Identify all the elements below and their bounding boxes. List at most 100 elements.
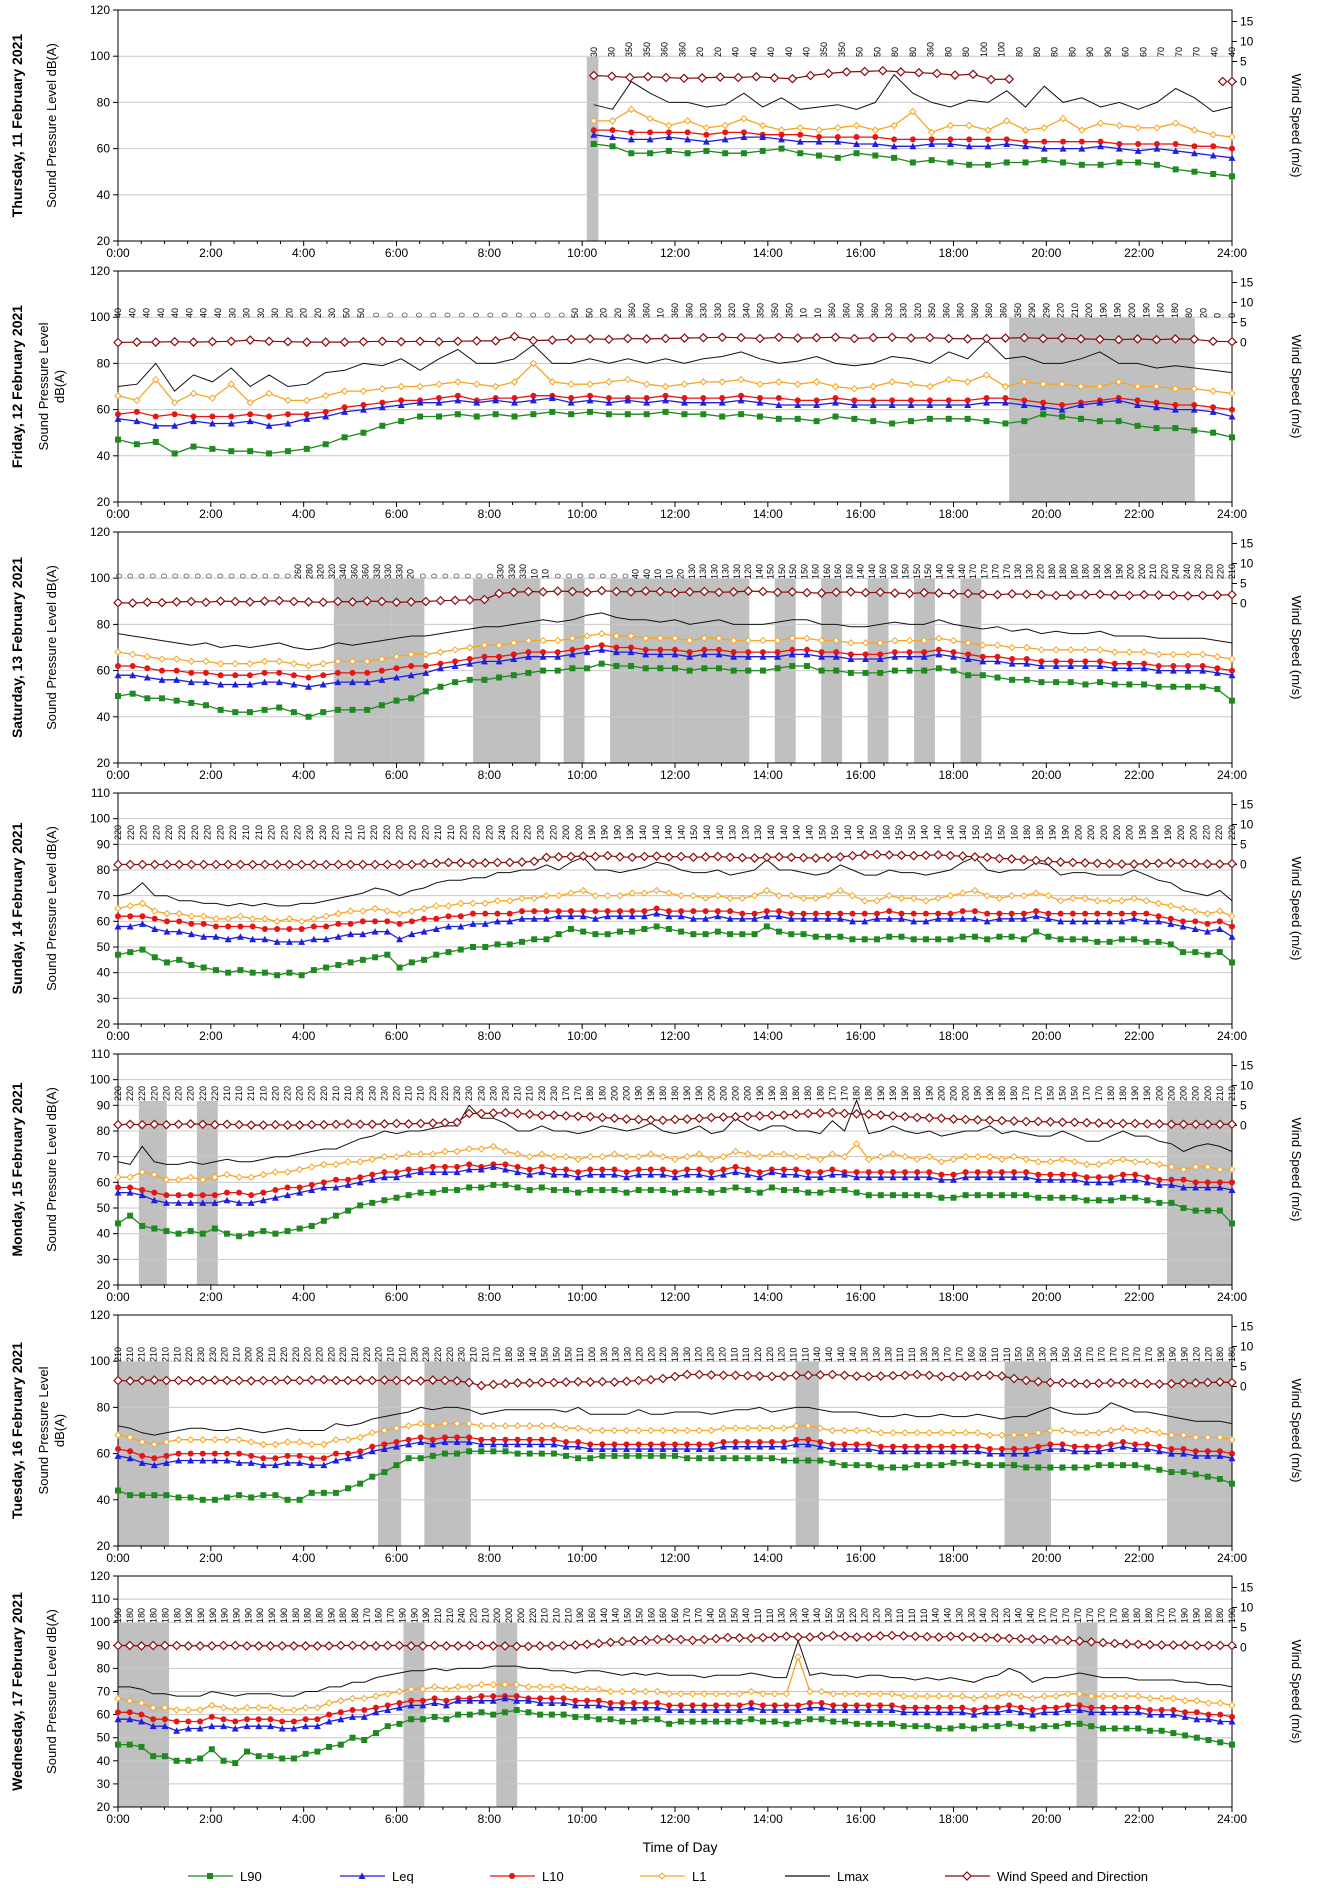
- leq-point: [1140, 664, 1148, 672]
- wind-direction-label: 220: [382, 825, 392, 840]
- l1-point: [695, 1426, 703, 1435]
- y-tick-label: 80: [97, 1124, 111, 1138]
- l10-point: [1131, 910, 1138, 917]
- l90-point: [454, 1450, 461, 1457]
- wind-direction-label: 280: [304, 564, 314, 579]
- leq-point: [454, 396, 462, 404]
- wind-direction-label: 180: [160, 1608, 170, 1623]
- wind-direction-label: 130: [883, 1608, 893, 1623]
- wind-point: [1202, 1377, 1213, 1388]
- wind-direction-label: 330: [496, 564, 506, 579]
- l90-point: [832, 413, 839, 420]
- leq-point: [550, 1171, 558, 1178]
- wind-direction-label: 130: [721, 564, 731, 579]
- l10-point: [740, 129, 747, 136]
- l90-point: [587, 1187, 594, 1194]
- leq-point: [296, 1189, 304, 1196]
- leq-point: [683, 1171, 691, 1178]
- leq-point: [284, 419, 292, 427]
- l1-point: [265, 389, 273, 398]
- l10-point: [1205, 1711, 1212, 1718]
- y-tick-label: 60: [97, 1175, 111, 1189]
- l10-point: [922, 910, 929, 917]
- l10-point: [506, 910, 513, 917]
- wind-tick-label: 10: [1240, 1601, 1254, 1615]
- l1-point: [275, 657, 283, 666]
- l10-point: [701, 646, 708, 653]
- wind-direction-label: 150: [1014, 1347, 1024, 1362]
- wind-point: [1109, 590, 1120, 600]
- l1-point: [1020, 378, 1029, 386]
- x-tick-label: 6:00: [385, 507, 409, 521]
- leq-point: [1228, 154, 1236, 161]
- wind-direction-label: 230: [476, 1086, 486, 1101]
- leq-point: [695, 1171, 703, 1178]
- l10-point: [732, 1439, 739, 1446]
- l1-point: [982, 1692, 990, 1700]
- l90-point: [611, 1187, 618, 1194]
- l90-point: [1123, 1725, 1130, 1732]
- l1-point: [993, 641, 1002, 649]
- l90-point: [129, 690, 136, 697]
- l1-point: [1115, 121, 1124, 130]
- leq-point: [1057, 917, 1065, 925]
- wind-direction-label: 220: [303, 1347, 313, 1362]
- wind-point: [682, 1114, 692, 1124]
- wind-direction-label: 140: [957, 564, 967, 579]
- l1-point: [624, 375, 632, 384]
- wind-direction-label: 90: [1103, 47, 1113, 57]
- wind-direction-label: 160: [646, 1608, 656, 1623]
- l90-point: [555, 931, 562, 938]
- l90-point: [525, 1709, 532, 1716]
- l90-point: [454, 1187, 461, 1194]
- l90-point: [900, 1723, 907, 1730]
- wind-direction-label: 210: [258, 1086, 268, 1101]
- l90-point: [298, 972, 305, 979]
- l1-point: [971, 886, 979, 895]
- l1-point: [913, 1155, 921, 1163]
- l90-point: [492, 411, 499, 418]
- leq-point: [372, 1708, 380, 1716]
- wind-point: [1215, 1640, 1226, 1651]
- wind-direction-label: 170: [1132, 1347, 1142, 1362]
- l1-point: [812, 894, 820, 902]
- leq-point: [320, 1461, 328, 1469]
- l10-point: [248, 1452, 255, 1459]
- l90-point: [584, 665, 591, 672]
- wind-direction-label: 210: [446, 825, 456, 840]
- l1-point: [1154, 899, 1163, 908]
- l1-point: [114, 392, 122, 400]
- calm-marker: [599, 573, 606, 579]
- l1-point: [1118, 897, 1126, 905]
- l10-point: [971, 908, 978, 915]
- wind-direction-label: 210: [125, 1347, 135, 1362]
- wind-point: [573, 1111, 583, 1122]
- wind-direction-label: 240: [1171, 564, 1181, 579]
- l1-point: [501, 1422, 510, 1430]
- leq-point: [236, 933, 244, 940]
- wind-point: [183, 1641, 194, 1651]
- wind-direction-label: 200: [609, 1086, 619, 1101]
- wind-point: [345, 859, 356, 870]
- wind-direction-label: 200: [1176, 825, 1186, 840]
- l1-point: [143, 653, 152, 661]
- l1-point: [371, 904, 379, 913]
- wind-point: [773, 332, 784, 343]
- leq-point: [114, 922, 122, 930]
- l1-point: [260, 657, 269, 666]
- l90-point: [1155, 938, 1162, 945]
- leq-point: [920, 653, 928, 660]
- wind-direction-label: 190: [1061, 825, 1071, 840]
- l1-point: [958, 1692, 967, 1700]
- wind-point: [831, 587, 842, 598]
- wind-direction-label: 160: [822, 564, 832, 579]
- l10-point: [924, 1704, 931, 1711]
- l10-point: [232, 1718, 239, 1725]
- wind-point: [195, 1641, 205, 1651]
- wind-direction-label: 40: [199, 308, 209, 318]
- wind-point: [841, 67, 852, 77]
- l10-point: [926, 397, 933, 404]
- wind-direction-label: 210: [222, 1086, 232, 1101]
- l10-point: [935, 646, 942, 653]
- leq-point: [815, 138, 823, 145]
